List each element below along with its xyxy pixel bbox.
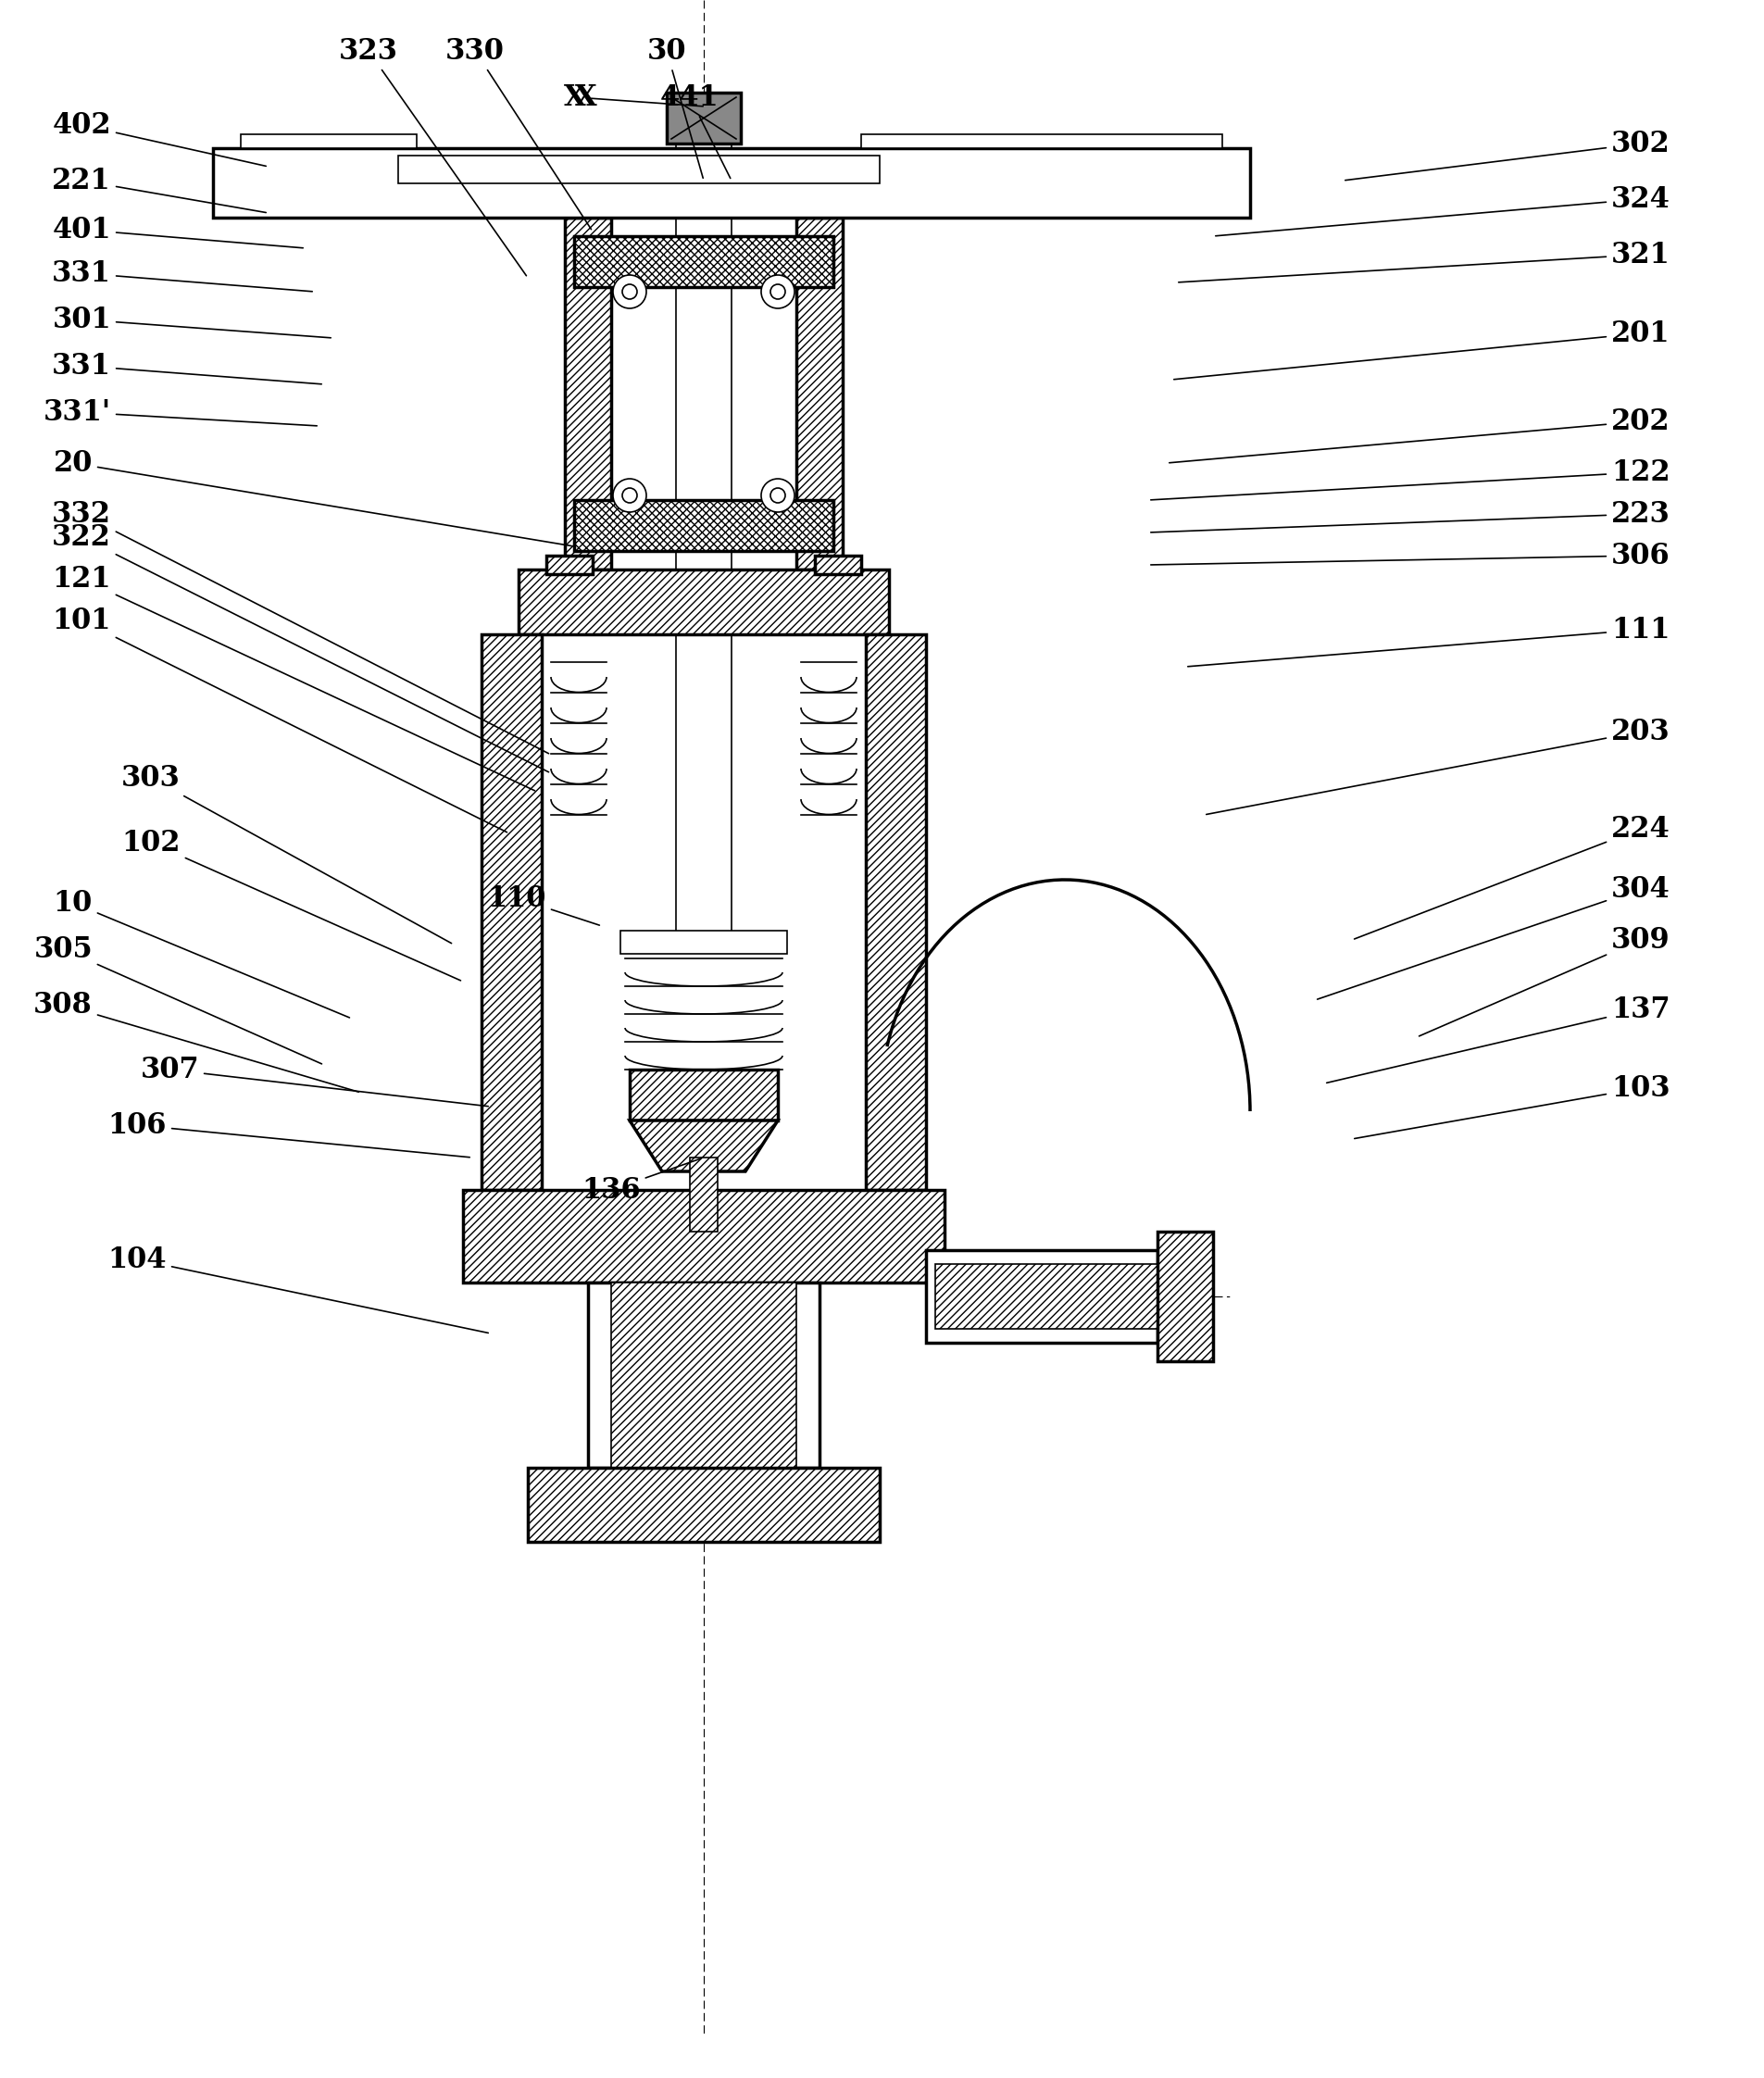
Bar (573, 237, 833, 287)
Bar (630, 1070, 778, 1120)
Text: 201: 201 (1173, 320, 1671, 380)
Text: 111: 111 (1187, 615, 1671, 667)
Bar (519, 569, 889, 634)
Bar (462, 1191, 944, 1282)
Text: 223: 223 (1150, 499, 1671, 532)
Text: 301: 301 (53, 305, 332, 339)
Text: 101: 101 (53, 607, 506, 833)
Circle shape (623, 488, 637, 503)
Bar (676, 143, 732, 939)
Bar (935, 1263, 1157, 1328)
Text: 401: 401 (53, 216, 303, 247)
Text: 303: 303 (122, 763, 452, 943)
Bar (527, 1467, 880, 1542)
Text: 306: 306 (1150, 540, 1671, 569)
Circle shape (771, 488, 785, 503)
Circle shape (771, 285, 785, 299)
Text: 203: 203 (1207, 717, 1671, 815)
Bar (796, 218, 843, 569)
Text: 331: 331 (51, 351, 321, 384)
Bar (610, 1282, 796, 1467)
Text: 331': 331' (44, 397, 318, 426)
Text: 441: 441 (660, 83, 730, 179)
Text: 302: 302 (1346, 129, 1671, 181)
Polygon shape (861, 135, 1222, 148)
Bar (564, 218, 610, 569)
Circle shape (614, 274, 646, 308)
Bar (815, 555, 861, 574)
Circle shape (760, 274, 794, 308)
Bar (1157, 1232, 1214, 1361)
Bar (926, 1251, 1157, 1342)
Text: 332: 332 (51, 499, 549, 754)
Text: 304: 304 (1318, 875, 1671, 1000)
Text: 103: 103 (1355, 1074, 1671, 1139)
Text: 323: 323 (339, 37, 526, 276)
Circle shape (614, 478, 646, 511)
Text: 10: 10 (53, 889, 349, 1018)
Text: 202: 202 (1170, 407, 1671, 463)
Circle shape (623, 285, 637, 299)
Text: 30: 30 (647, 37, 704, 179)
Polygon shape (630, 1120, 778, 1172)
Text: X: X (575, 83, 598, 112)
Text: 224: 224 (1355, 815, 1671, 939)
Text: 137: 137 (1327, 995, 1671, 1083)
Bar (573, 501, 833, 551)
Text: 309: 309 (1418, 925, 1671, 1037)
Text: 330: 330 (446, 37, 591, 229)
Bar (866, 634, 926, 1191)
Bar (213, 148, 1251, 218)
Text: 322: 322 (51, 524, 549, 773)
Text: 308: 308 (34, 991, 358, 1091)
Text: 104: 104 (108, 1245, 489, 1332)
Text: 121: 121 (53, 565, 534, 790)
Text: 221: 221 (53, 166, 266, 212)
Circle shape (760, 478, 794, 511)
Text: 402: 402 (53, 110, 266, 166)
Bar (667, 94, 741, 143)
Bar (482, 634, 542, 1191)
Text: 110: 110 (487, 883, 600, 925)
Text: X: X (564, 83, 704, 112)
Text: 102: 102 (122, 829, 460, 981)
Bar (547, 555, 593, 574)
Bar (610, 218, 796, 569)
Text: 305: 305 (34, 935, 321, 1064)
Text: 136: 136 (582, 1157, 702, 1205)
Bar (399, 156, 880, 183)
Bar (542, 634, 866, 1191)
Polygon shape (240, 135, 416, 148)
Text: 307: 307 (139, 1056, 489, 1105)
Bar (690, 1157, 718, 1232)
Text: 122: 122 (1150, 457, 1671, 501)
Text: 106: 106 (108, 1112, 469, 1157)
Bar (587, 1282, 820, 1467)
Text: 331: 331 (51, 260, 312, 291)
Text: 321: 321 (1178, 241, 1671, 283)
Text: 324: 324 (1215, 185, 1671, 237)
Text: 20: 20 (53, 449, 572, 547)
Bar (621, 931, 787, 954)
